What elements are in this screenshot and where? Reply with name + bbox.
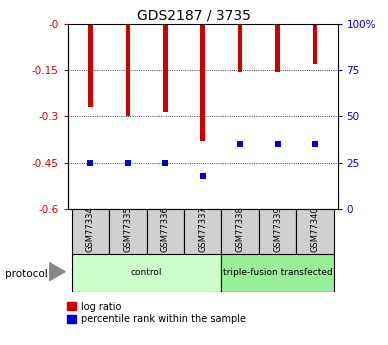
Bar [222, 209, 259, 254]
Text: protocol: protocol [5, 269, 48, 279]
Bar [259, 209, 296, 254]
Bar [88, 24, 93, 107]
Text: GSM77340: GSM77340 [310, 206, 320, 252]
Bar [109, 209, 147, 254]
Bar [275, 24, 280, 72]
Text: control: control [131, 268, 162, 277]
Text: GSM77338: GSM77338 [236, 206, 245, 252]
Legend: log ratio, percentile rank within the sample: log ratio, percentile rank within the sa… [65, 300, 248, 326]
Text: GSM77339: GSM77339 [273, 206, 282, 252]
Text: GDS2187 / 3735: GDS2187 / 3735 [137, 9, 251, 23]
Text: GSM77337: GSM77337 [198, 206, 207, 252]
Polygon shape [49, 263, 65, 281]
Text: GSM77335: GSM77335 [123, 206, 132, 252]
Bar [313, 24, 317, 64]
Text: GSM77334: GSM77334 [86, 206, 95, 252]
Bar [201, 24, 205, 141]
Bar [72, 254, 222, 292]
Text: triple-fusion transfected: triple-fusion transfected [223, 268, 333, 277]
Bar [72, 209, 109, 254]
Bar [238, 24, 242, 72]
Bar [147, 209, 184, 254]
Bar [296, 209, 334, 254]
Bar [222, 254, 334, 292]
Bar [126, 24, 130, 117]
Text: GSM77336: GSM77336 [161, 206, 170, 252]
Bar [163, 24, 168, 112]
Bar [184, 209, 222, 254]
